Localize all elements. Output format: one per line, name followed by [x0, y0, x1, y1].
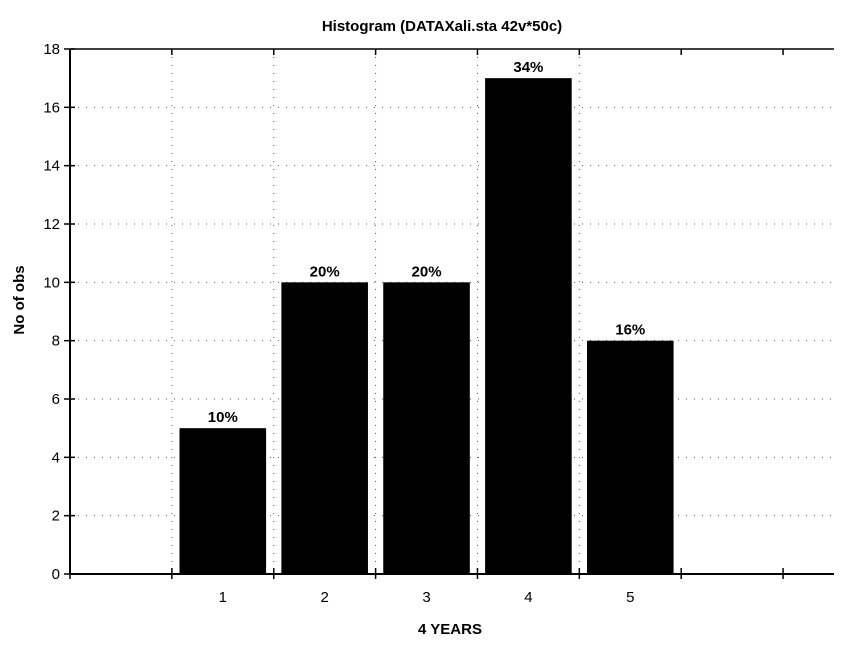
bar-data-label: 10% — [208, 409, 238, 426]
y-tick-label: 18 — [43, 41, 60, 58]
y-tick-label: 6 — [52, 391, 60, 408]
y-tick-label: 16 — [43, 99, 60, 116]
y-tick-label: 0 — [52, 566, 60, 583]
bars — [179, 78, 674, 575]
histogram-bar — [179, 428, 267, 574]
chart-title: Histogram (DATAXali.sta 42v*50c) — [322, 18, 562, 35]
histogram-bar — [586, 340, 674, 574]
bar-data-label: 20% — [412, 263, 442, 280]
x-tick-label: 3 — [422, 589, 430, 606]
bar-data-label: 20% — [310, 263, 340, 280]
y-tick-label: 2 — [52, 508, 60, 525]
y-axis-title: No of obs — [11, 265, 28, 334]
y-tick-label: 14 — [43, 158, 60, 175]
histogram-bar — [383, 282, 470, 574]
x-tick-label: 4 — [524, 589, 532, 606]
bar-data-label: 16% — [615, 322, 645, 339]
y-tick-label: 10 — [43, 274, 60, 291]
y-tick-label: 8 — [52, 333, 60, 350]
histogram-bar — [485, 78, 572, 575]
axes — [64, 48, 834, 579]
histogram-bar — [281, 282, 368, 574]
x-axis-title: 4 YEARS — [418, 621, 482, 638]
y-tick-label: 4 — [52, 449, 60, 466]
x-tick-label: 1 — [219, 589, 227, 606]
x-tick-label: 5 — [626, 589, 634, 606]
bar-data-label: 34% — [513, 59, 543, 76]
x-tick-label: 2 — [320, 589, 328, 606]
y-tick-label: 12 — [43, 216, 60, 233]
